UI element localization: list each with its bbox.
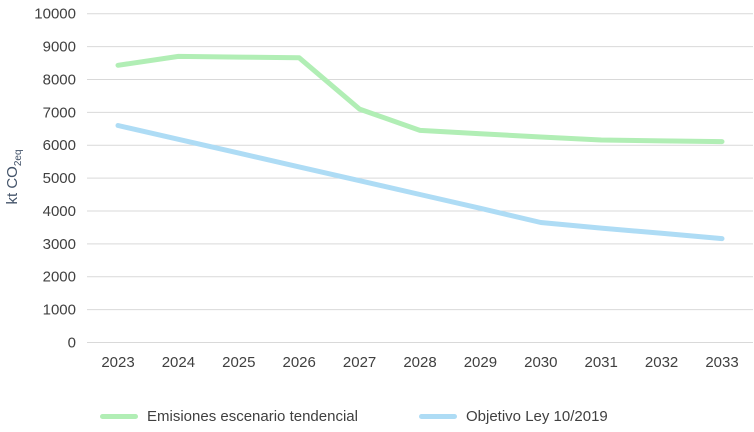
y-tick-label: 8000 — [43, 71, 76, 88]
legend: Emisiones escenario tendencial Objetivo … — [0, 404, 754, 428]
y-tick-label: 4000 — [43, 203, 76, 220]
x-tick-label: 2027 — [343, 354, 376, 371]
x-tick-label: 2023 — [101, 354, 134, 371]
y-axis-title-main: kt CO — [4, 166, 21, 205]
x-tick-label: 2029 — [464, 354, 497, 371]
legend-label-objetivo: Objetivo Ley 10/2019 — [466, 407, 608, 425]
y-tick-label: 6000 — [43, 137, 76, 154]
legend-item-emisiones: Emisiones escenario tendencial — [100, 404, 358, 428]
x-tick-label: 2032 — [645, 354, 678, 371]
y-axis-title-subscript: 2eq — [13, 149, 24, 167]
y-axis-title: kt CO2eq — [4, 149, 24, 204]
series-line-0 — [115, 53, 725, 145]
y-tick-label: 10000 — [34, 6, 76, 23]
y-tick-label: 2000 — [43, 269, 76, 286]
x-tick-label: 2024 — [162, 354, 195, 371]
legend-label-emisiones: Emisiones escenario tendencial — [147, 407, 358, 425]
y-tick-label: 7000 — [43, 104, 76, 121]
y-tick-label: 9000 — [43, 39, 76, 56]
legend-item-objetivo: Objetivo Ley 10/2019 — [419, 404, 608, 428]
x-tick-label: 2026 — [283, 354, 316, 371]
series-line-1 — [115, 123, 725, 242]
x-tick-label: 2028 — [403, 354, 436, 371]
y-tick-label: 3000 — [43, 236, 76, 253]
legend-swatch-objetivo — [419, 413, 457, 419]
y-tick-label: 5000 — [43, 170, 76, 187]
y-tick-label: 1000 — [43, 302, 76, 319]
x-tick-label: 2033 — [705, 354, 738, 371]
legend-swatch-emisiones — [100, 413, 138, 419]
x-tick-label: 2031 — [585, 354, 618, 371]
x-tick-label: 2030 — [524, 354, 557, 371]
y-tick-label: 0 — [68, 335, 76, 352]
x-tick-label: 2025 — [222, 354, 255, 371]
